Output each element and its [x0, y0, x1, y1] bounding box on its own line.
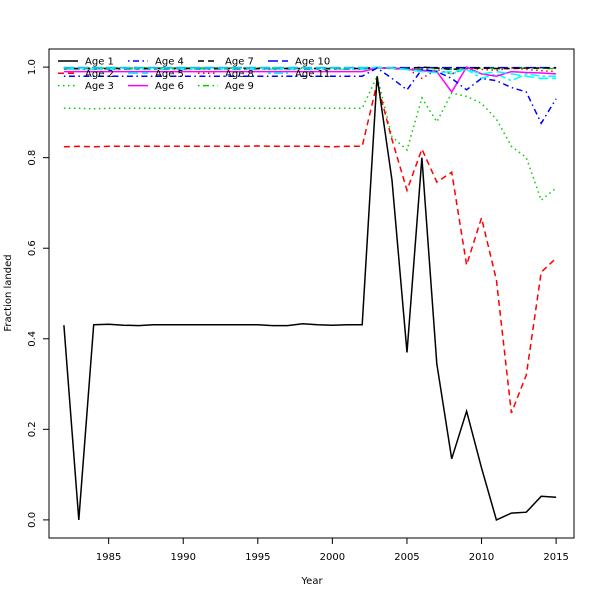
- series-line-age-11: [63, 67, 557, 82]
- y-tick-label: 0.6: [27, 240, 38, 256]
- series-line-age-1: [63, 76, 557, 521]
- legend-label: Age 3: [85, 81, 114, 92]
- y-tick-label: 1.0: [27, 59, 38, 75]
- y-tick-label: 0.0: [27, 512, 38, 528]
- x-tick-label: 2005: [394, 552, 419, 563]
- x-tick-label: 1990: [171, 552, 196, 563]
- legend-label: Age 9: [225, 81, 254, 92]
- y-tick-label: 0.8: [27, 150, 38, 166]
- x-tick-label: 2015: [543, 552, 568, 563]
- x-axis: 1985 1990 1995 2000 2005 2010 2015: [96, 538, 569, 563]
- series-line-age-5: [63, 66, 557, 80]
- series-line-age-7: [63, 66, 557, 71]
- legend-label: Age 8: [225, 69, 254, 80]
- legend-label: Age 7: [225, 57, 254, 68]
- legend-label: Age 11: [295, 69, 330, 80]
- series-group: [63, 66, 557, 521]
- x-tick-label: 2000: [320, 552, 345, 563]
- x-tick-label: 1985: [96, 552, 121, 563]
- plot-frame: [48, 48, 575, 539]
- x-axis-label: Year: [300, 576, 323, 587]
- y-axis-label: Fraction landed: [3, 254, 14, 331]
- legend-label: Age 1: [85, 57, 114, 68]
- y-tick-label: 0.2: [27, 421, 38, 437]
- legend-label: Age 6: [155, 81, 184, 92]
- series-line-age-4: [63, 67, 557, 125]
- legend-label: Age 2: [85, 69, 114, 80]
- series-line-age-3: [63, 73, 557, 202]
- legend-label: Age 4: [155, 57, 184, 68]
- legend-label: Age 10: [295, 57, 330, 68]
- y-tick-label: 0.4: [27, 331, 38, 347]
- series-line-age-2: [63, 82, 557, 414]
- x-tick-label: 1995: [245, 552, 270, 563]
- series-line-age-6: [63, 66, 557, 94]
- legend-label: Age 5: [155, 69, 184, 80]
- y-axis: 0.0 0.2 0.4 0.6 0.8 1.0: [27, 59, 49, 528]
- x-tick-label: 2010: [469, 552, 494, 563]
